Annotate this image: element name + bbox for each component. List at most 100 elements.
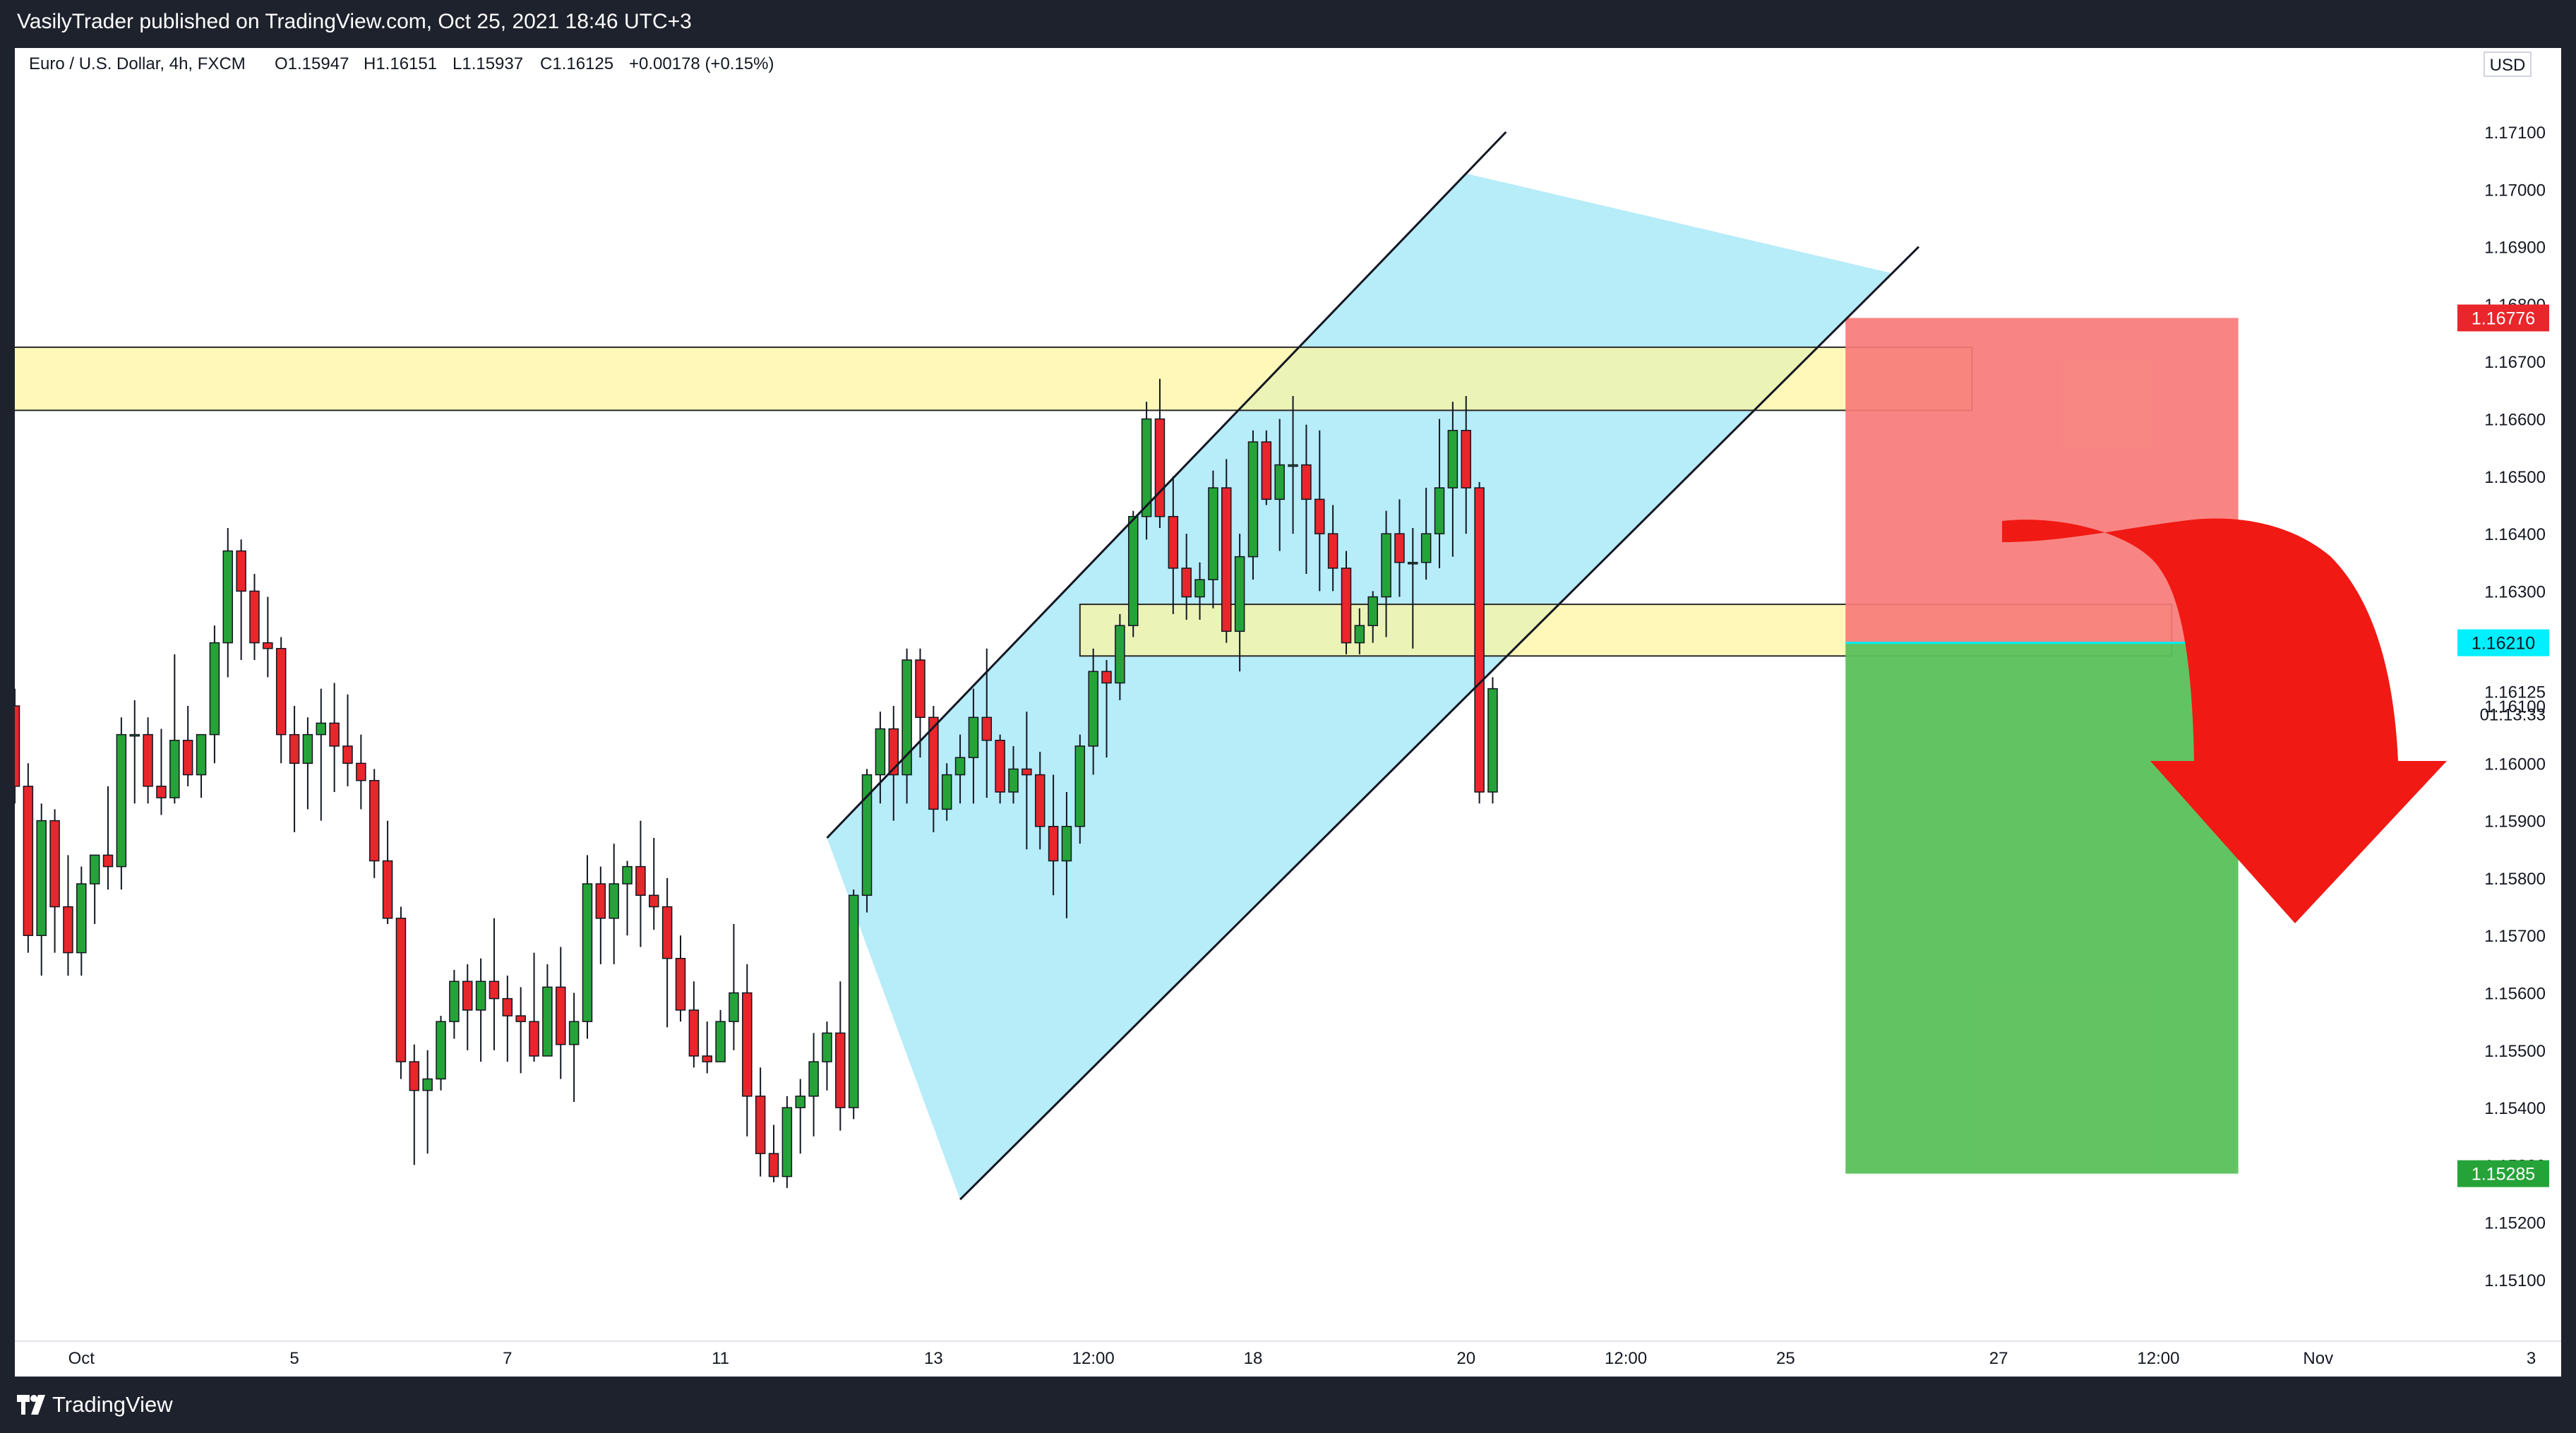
candle-down xyxy=(702,1055,712,1062)
candle-down xyxy=(289,733,300,765)
candle-up xyxy=(1420,533,1432,563)
target-price-tag-bg xyxy=(2457,1160,2549,1187)
price-tick-label: 1.16000 xyxy=(2484,755,2546,774)
candle-down xyxy=(263,642,273,649)
candle-up xyxy=(422,1078,433,1091)
candle-up xyxy=(1367,596,1378,626)
entry-price-tag: 1.16210 xyxy=(2472,634,2535,654)
candle-down xyxy=(915,659,925,719)
candle-up xyxy=(795,1096,805,1108)
candle-down xyxy=(888,728,899,776)
candle-down xyxy=(49,820,60,908)
candle-up xyxy=(1408,562,1418,565)
candle-up xyxy=(129,733,140,737)
price-tick-label: 1.17100 xyxy=(2484,124,2546,143)
currency-box[interactable] xyxy=(2484,52,2532,77)
candle-up xyxy=(1447,430,1458,488)
drawings-back xyxy=(15,173,2173,1200)
candle-down xyxy=(755,1096,766,1154)
candle-down xyxy=(1327,533,1338,569)
candle-down xyxy=(595,883,606,919)
candle-down xyxy=(688,1009,700,1057)
candle-down xyxy=(1461,430,1471,488)
candle-up xyxy=(941,774,952,810)
candle-up xyxy=(1194,579,1205,598)
price-tick-label: 1.16300 xyxy=(2484,582,2546,601)
candle-up xyxy=(1115,625,1125,684)
candle-down xyxy=(635,865,646,897)
candle-up xyxy=(715,1021,726,1062)
candle-up xyxy=(901,659,912,776)
candle-down xyxy=(1261,441,1272,500)
time-tick-label: 5 xyxy=(289,1349,299,1368)
time-tick-label: Nov xyxy=(2303,1349,2333,1368)
candle-up xyxy=(1381,533,1391,598)
candle-up xyxy=(169,740,180,798)
tradingview-logo-icon xyxy=(17,1395,45,1415)
price-tick-label: 1.15500 xyxy=(2484,1042,2546,1061)
candle-down xyxy=(981,716,993,741)
price-tick-label: 1.15800 xyxy=(2484,870,2546,889)
candle-up xyxy=(1061,825,1072,862)
candle-down xyxy=(1154,418,1166,517)
candle-up xyxy=(1208,487,1218,580)
candle-up xyxy=(861,774,873,897)
candle-up xyxy=(968,716,979,758)
candle-up xyxy=(1234,556,1245,632)
candle-down xyxy=(63,906,73,954)
candle-up xyxy=(954,757,966,776)
price-tick-label: 1.15400 xyxy=(2484,1099,2546,1118)
candle-down xyxy=(182,740,193,776)
price-tick-label: 1.15600 xyxy=(2484,985,2546,1004)
candle-up xyxy=(1487,688,1498,793)
channel-fill xyxy=(827,173,1893,1200)
price-tick-label: 1.16600 xyxy=(2484,411,2546,430)
candle-down xyxy=(395,918,407,1062)
time-tick-label: 25 xyxy=(1776,1349,1795,1368)
candle-down xyxy=(342,745,353,765)
footer-bar: TradingView xyxy=(0,1377,2576,1433)
legend-low: L1.15937 xyxy=(453,54,523,73)
candle-up xyxy=(609,883,619,919)
candle-down xyxy=(1048,825,1059,862)
time-tick-label: 11 xyxy=(712,1349,729,1368)
candle-down xyxy=(23,786,34,936)
candles xyxy=(15,378,1498,1188)
candle-up xyxy=(542,986,553,1057)
candle-down xyxy=(143,733,153,787)
candle-down xyxy=(356,762,366,781)
candle-up xyxy=(222,550,234,644)
candle-down xyxy=(409,1061,420,1091)
chart-canvas[interactable]: 1.171001.170001.169001.168001.167001.166… xyxy=(15,48,2561,1377)
candle-down xyxy=(489,981,500,1000)
candle-down xyxy=(1168,515,1179,569)
last-price-label: 1.16125 xyxy=(2484,683,2546,702)
legend-high: H1.16151 xyxy=(364,54,437,73)
candle-up xyxy=(449,981,460,1022)
countdown-label: 01:13:33 xyxy=(2480,706,2546,725)
candle-up xyxy=(1247,441,1259,558)
price-tick-label: 1.17000 xyxy=(2484,181,2546,200)
candle-up xyxy=(582,883,593,1022)
currency-label: USD xyxy=(2490,56,2526,75)
price-tick-label: 1.15700 xyxy=(2484,927,2546,946)
candle-down xyxy=(995,740,1005,793)
price-tick-label: 1.15100 xyxy=(2484,1271,2546,1290)
candle-down xyxy=(768,1153,779,1177)
candle-up xyxy=(1074,745,1086,827)
candle-up xyxy=(622,865,633,885)
candle-down xyxy=(249,590,260,644)
legend-change: +0.00178 (+0.15%) xyxy=(629,54,774,73)
candle-down xyxy=(275,647,287,736)
candle-up xyxy=(1088,671,1098,747)
resistance-zone xyxy=(15,346,1973,412)
candle-down xyxy=(329,722,340,747)
channel-upper-line xyxy=(826,131,1507,839)
candle-down xyxy=(1301,464,1312,500)
candle-up xyxy=(76,883,87,954)
price-axis: 1.171001.170001.169001.168001.167001.166… xyxy=(2457,124,2549,1290)
chart-frame[interactable]: 1.171001.170001.169001.168001.167001.166… xyxy=(15,48,2561,1377)
candle-down xyxy=(529,1021,539,1057)
candle-down xyxy=(649,894,659,908)
candle-up xyxy=(875,728,886,776)
